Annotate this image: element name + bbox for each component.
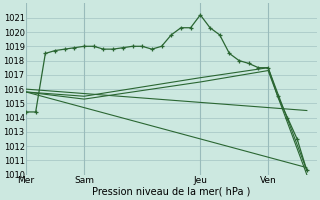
X-axis label: Pression niveau de la mer( hPa ): Pression niveau de la mer( hPa ) <box>92 187 251 197</box>
